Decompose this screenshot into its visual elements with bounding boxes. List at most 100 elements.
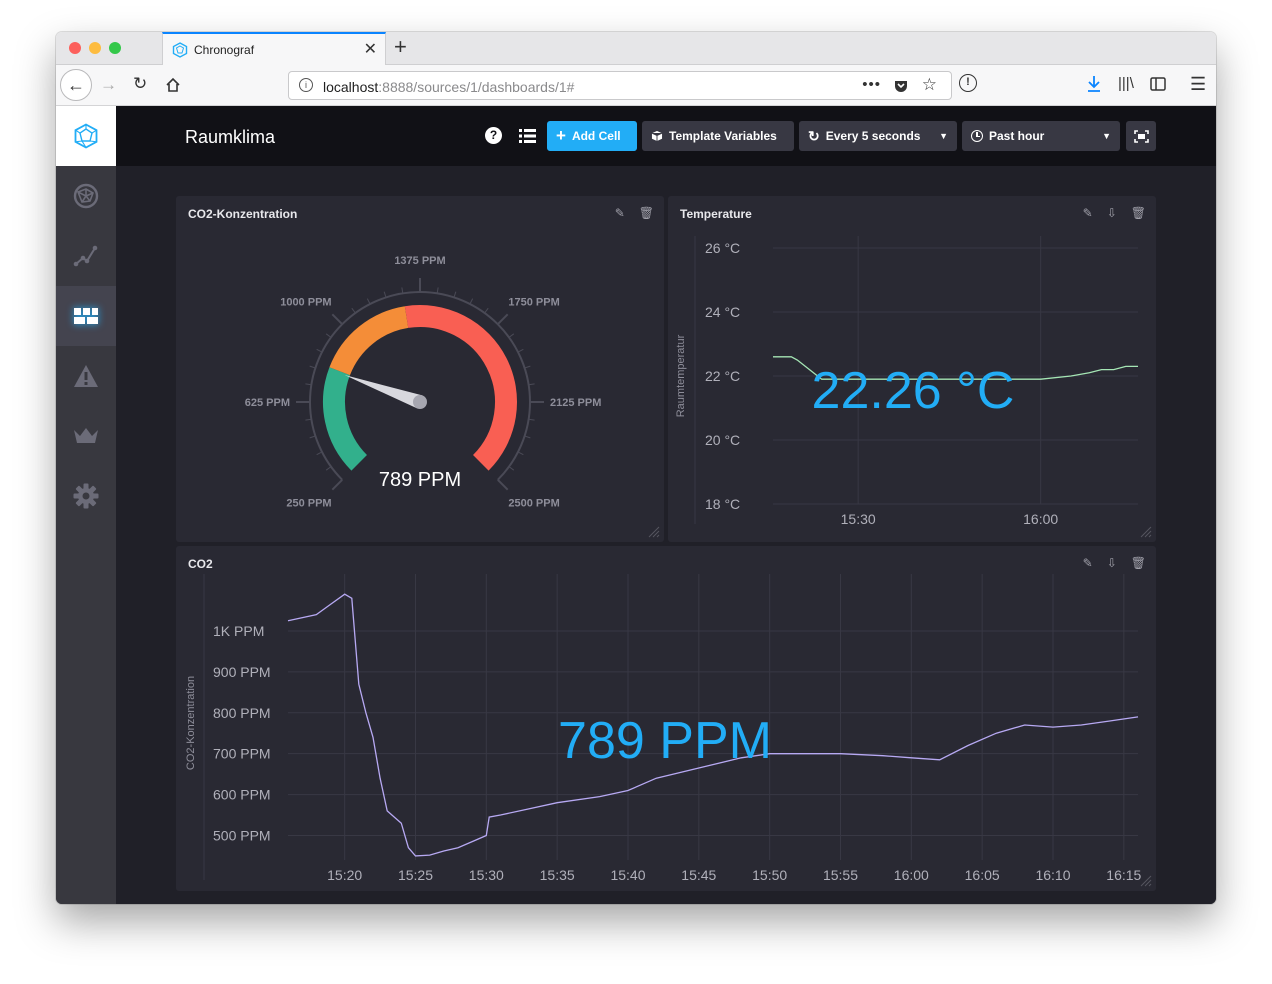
- navigation-bar: ← → ↻ i localhost:8888/sources/1/dashboa…: [56, 65, 1216, 106]
- infrastructure-icon: [73, 183, 99, 209]
- gauge-minor-tick: [383, 291, 387, 298]
- close-tab-icon[interactable]: ✕: [363, 41, 377, 58]
- sidebar-item-host-list[interactable]: [56, 166, 116, 226]
- gauge-minor-tick: [305, 418, 312, 421]
- chronograf-favicon-icon: [172, 42, 188, 58]
- gauge-minor-tick: [305, 383, 312, 386]
- gauge-minor-tick: [309, 435, 316, 439]
- gauge-tick-label: 1375 PPM: [394, 255, 445, 267]
- y-tick-label: 500 PPM: [213, 827, 271, 843]
- sidebar-item-configuration[interactable]: [56, 466, 116, 526]
- site-info-icon[interactable]: i: [299, 78, 313, 92]
- browser-tab[interactable]: Chronograf ✕: [162, 32, 386, 65]
- add-cell-button[interactable]: + Add Cell: [547, 121, 637, 151]
- gauge-minor-tick: [528, 383, 535, 386]
- back-icon[interactable]: ←: [60, 69, 92, 101]
- cell-co2-gauge[interactable]: CO2-Konzentration ✎ 🗑 250 PPM 625 PPM 1000…: [176, 196, 664, 542]
- resize-handle-icon[interactable]: [1140, 875, 1152, 887]
- tab-bar: Chronograf ✕ +: [56, 32, 1216, 65]
- time-range-dropdown[interactable]: Past hour ▼: [962, 121, 1120, 151]
- edit-icon[interactable]: ✎: [1082, 556, 1093, 570]
- minimize-window-button[interactable]: [89, 42, 101, 54]
- browser-window: Chronograf ✕ + ← → ↻ i localhost:8888/so…: [56, 32, 1216, 904]
- presentation-mode-button[interactable]: [1126, 121, 1156, 151]
- pocket-icon[interactable]: [893, 78, 909, 94]
- dashboard-area: CO2-Konzentration ✎ 🗑 250 PPM 625 PPM 1000…: [116, 166, 1216, 904]
- edit-icon[interactable]: ✎: [614, 206, 625, 220]
- cell-temperature[interactable]: Temperature ✎ ⇩ 🗑 26 °C 24 °C 22 °C 20 °C 18…: [668, 196, 1156, 542]
- menu-icon[interactable]: ☰: [1190, 74, 1207, 94]
- download-icon[interactable]: [1086, 75, 1102, 93]
- gauge-threshold-arc: [404, 305, 517, 471]
- fullscreen-icon: [1133, 129, 1149, 143]
- chronograf-logo[interactable]: [56, 106, 116, 166]
- edit-icon[interactable]: ✎: [1082, 206, 1093, 220]
- trash-icon[interactable]: 🗑: [638, 206, 654, 220]
- sidebar-item-alerting[interactable]: [56, 346, 116, 406]
- series-line: [287, 593, 1139, 857]
- maximize-window-button[interactable]: [109, 42, 121, 54]
- gauge-needle-hub: [413, 395, 427, 409]
- close-window-button[interactable]: [69, 42, 81, 54]
- page-actions-icon[interactable]: •••: [862, 76, 881, 93]
- page-title[interactable]: Raumklima: [185, 127, 276, 147]
- y-tick-label: 22 °C: [705, 368, 740, 384]
- gauge-needle: [344, 375, 423, 409]
- cell-title: CO2: [188, 557, 213, 571]
- temperature-line-chart: 26 °C 24 °C 22 °C 20 °C 18 °C 15:30 16:00 Raumt…: [675, 236, 1138, 527]
- gauge-value-label: 789 PPM: [379, 469, 461, 491]
- x-tick-label: 16:00: [894, 867, 929, 883]
- dashboards-icon: [74, 308, 98, 324]
- tracking-protection-icon[interactable]: !: [959, 74, 977, 92]
- sidebar-item-data-explorer[interactable]: [56, 226, 116, 286]
- gauge-major-tick: [497, 479, 509, 491]
- y-axis-title: Raumtemperatur: [675, 334, 687, 417]
- reload-icon[interactable]: ↻: [133, 74, 148, 93]
- new-tab-icon[interactable]: +: [394, 34, 407, 59]
- bookmark-star-icon[interactable]: ☆: [921, 75, 937, 94]
- x-tick-label: 15:40: [610, 867, 645, 883]
- cube-icon: [651, 130, 663, 142]
- gauge-minor-tick: [528, 418, 535, 421]
- trash-icon[interactable]: 🗑: [1130, 206, 1146, 220]
- gauge-minor-tick: [309, 365, 316, 369]
- gauge-minor-tick: [401, 287, 404, 294]
- sidebar-item-dashboards[interactable]: [56, 286, 116, 346]
- tab-title: Chronograf: [194, 43, 255, 57]
- resize-handle-icon[interactable]: [1140, 526, 1152, 538]
- plus-icon: +: [556, 126, 566, 145]
- url-text: localhost:8888/sources/1/dashboards/1#: [323, 79, 575, 95]
- gauge-minor-tick: [316, 348, 323, 353]
- data-explorer-icon: [73, 245, 98, 267]
- x-tick-label: 15:30: [469, 867, 504, 883]
- forward-icon[interactable]: →: [100, 75, 117, 94]
- refresh-icon: ↻: [808, 127, 820, 144]
- x-tick-label: 15:55: [823, 867, 858, 883]
- x-tick-label: 16:10: [1035, 867, 1070, 883]
- sources-icon[interactable]: [519, 128, 536, 144]
- page-header: Raumklima ? + Add Cell Template Variable…: [116, 106, 1216, 166]
- gauge-minor-tick: [484, 307, 489, 314]
- help-icon[interactable]: ?: [485, 127, 502, 144]
- template-variables-button[interactable]: Template Variables: [642, 121, 794, 151]
- download-csv-icon[interactable]: ⇩: [1106, 556, 1117, 570]
- sidebar-item-admin[interactable]: [56, 406, 116, 466]
- home-icon[interactable]: [165, 77, 181, 93]
- gauge-major-tick: [331, 479, 343, 491]
- x-tick-label: 15:30: [841, 511, 876, 527]
- sidebar-toggle-icon[interactable]: [1150, 77, 1166, 91]
- trash-icon[interactable]: 🗑: [1130, 556, 1146, 570]
- resize-handle-icon[interactable]: [648, 526, 660, 538]
- cell-co2-line[interactable]: CO2 ✎ ⇩ 🗑 1K PPM 900 PPM 800 PPM 700 PPM 600…: [176, 546, 1156, 891]
- autorefresh-dropdown[interactable]: ↻ Every 5 seconds ▼: [799, 121, 957, 151]
- y-tick-label: 700 PPM: [213, 746, 271, 762]
- caret-down-icon: ▼: [1102, 131, 1111, 141]
- gauge-minor-tick: [524, 365, 531, 369]
- download-csv-icon[interactable]: ⇩: [1106, 206, 1117, 220]
- gauge-major-tick: [497, 313, 509, 325]
- x-tick-label: 15:50: [752, 867, 787, 883]
- url-bar[interactable]: i localhost:8888/sources/1/dashboards/1#…: [288, 71, 952, 100]
- library-icon[interactable]: |||\: [1118, 75, 1134, 92]
- x-tick-label: 16:00: [1023, 511, 1058, 527]
- gauge-tick-ring: [309, 291, 531, 481]
